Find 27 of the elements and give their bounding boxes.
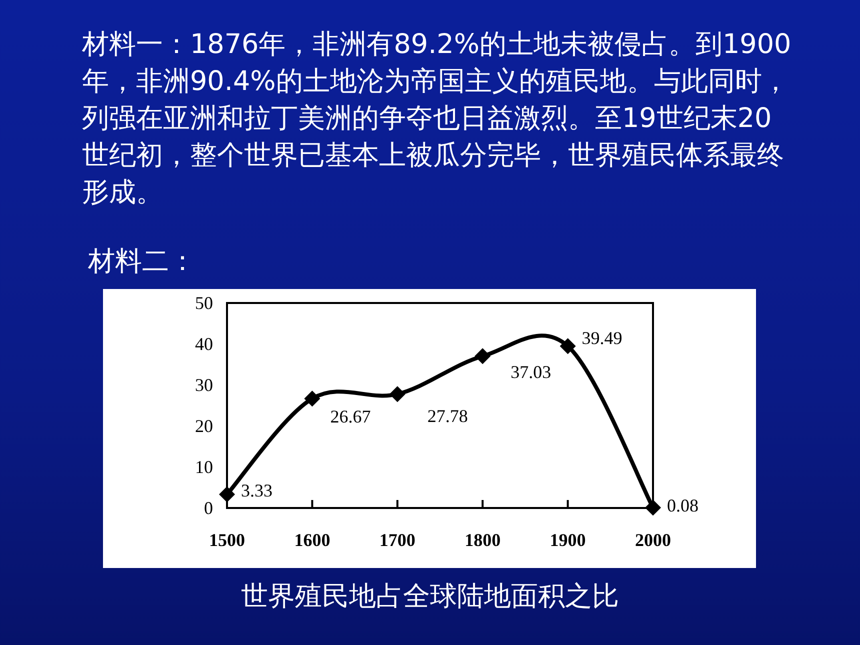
data-label: 3.33 bbox=[241, 480, 272, 500]
annotation: 材料二： bbox=[88, 245, 196, 279]
point bbox=[560, 338, 576, 354]
x-tick-label: 1800 bbox=[464, 530, 501, 550]
x-tick-label: 1500 bbox=[209, 530, 245, 550]
data-label: 27.78 bbox=[427, 406, 468, 426]
point bbox=[219, 486, 235, 502]
y-tick-label: 20 bbox=[195, 416, 213, 436]
annotation: 材料一：1876年，非洲有89.2%的土地未被侵占。到1900年，非洲90.4%的土地沦为帝国主义的殖民地。与此同时，列强在亚洲和拉丁美洲的争夺也日益激烈。至19世纪末20世纪初，整个世界已基本上被瓜分完毕，世界殖民体系最终形成。 bbox=[82, 28, 792, 210]
data-label: 37.03 bbox=[510, 362, 552, 382]
x-tick-label: 1900 bbox=[550, 530, 586, 550]
x-tick-label: 1700 bbox=[379, 530, 416, 550]
point bbox=[645, 500, 661, 516]
data-label: 26.67 bbox=[330, 406, 371, 427]
y-tick-label: 0 bbox=[204, 498, 213, 518]
y-tick-label: 50 bbox=[195, 293, 213, 313]
point bbox=[389, 386, 406, 402]
data-label: 39.49 bbox=[582, 328, 622, 348]
y-tick-label: 10 bbox=[195, 457, 213, 477]
point bbox=[474, 348, 491, 364]
y-tick-label: 30 bbox=[195, 375, 213, 395]
text: 世界殖民地占全球陆地面积之比 bbox=[240, 580, 620, 614]
point bbox=[304, 390, 320, 407]
x-tick-label: 1600 bbox=[294, 530, 330, 550]
y-tick-label: 40 bbox=[195, 334, 213, 354]
data-label: 0.08 bbox=[667, 496, 698, 516]
x-tick-label: 2000 bbox=[635, 530, 671, 550]
